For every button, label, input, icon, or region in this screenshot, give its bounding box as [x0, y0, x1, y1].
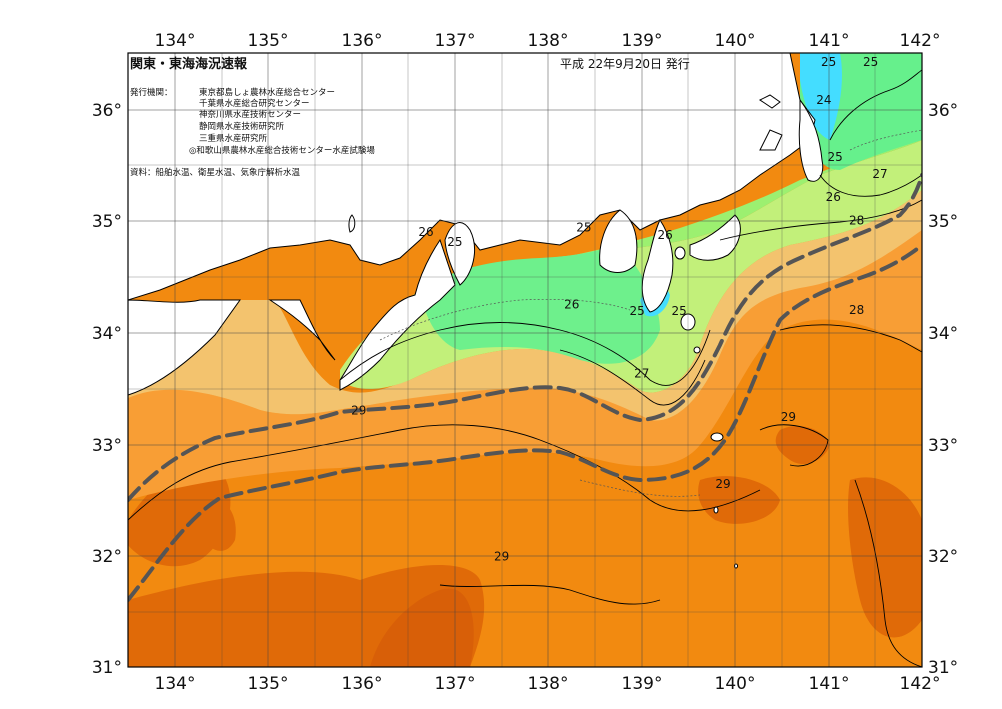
- lon-tick: 141°: [809, 31, 850, 51]
- lat-ticks-left: 31° 32° 33° 34° 35° 36°: [92, 101, 122, 678]
- data-source: 資料：船舶水温、衛星水温、気象庁解析水温: [130, 167, 301, 178]
- temperature-label: 26: [826, 190, 841, 204]
- isotherms-dotted: [379, 129, 922, 497]
- isotherms: [128, 69, 922, 667]
- temperature-label: 29: [351, 403, 366, 417]
- lat-tick: 33°: [92, 436, 122, 456]
- temperature-label: 25: [863, 55, 878, 69]
- lon-tick: 142°: [900, 31, 941, 51]
- ocean-24-zone: [800, 53, 842, 140]
- lon-tick: 134°: [155, 31, 196, 51]
- temperature-label: 25: [447, 235, 462, 249]
- graticule: [128, 53, 922, 667]
- lat-tick: 31°: [928, 658, 958, 678]
- temperature-label: 28: [849, 303, 864, 317]
- lat-tick: 32°: [92, 547, 122, 567]
- lon-tick: 136°: [342, 674, 383, 694]
- lat-tick: 35°: [928, 212, 958, 232]
- ocean-27-zone: [128, 190, 922, 421]
- temperature-label: 25: [629, 304, 644, 318]
- temperature-label: 29: [781, 410, 796, 424]
- lon-tick: 141°: [809, 674, 850, 694]
- temperature-label: 29: [494, 550, 509, 564]
- lat-tick: 33°: [928, 436, 958, 456]
- temperature-label: 29: [715, 477, 730, 491]
- lat-ticks-right: 31° 32° 33° 34° 35° 36°: [928, 101, 958, 678]
- temperature-label: 28: [849, 214, 864, 228]
- lon-ticks-top: 134° 135° 136° 137° 138° 139° 140° 141° …: [155, 31, 941, 51]
- map-frame: [127, 52, 923, 668]
- map-body: [128, 53, 922, 667]
- lon-tick: 137°: [435, 674, 476, 694]
- temperature-label: 25: [671, 304, 686, 318]
- temperature-label: 27: [634, 367, 649, 381]
- issuer-line: 千葉県水産総合研究センター: [199, 98, 310, 109]
- graticule-minor: [128, 53, 922, 667]
- temperature-label: 26: [564, 297, 579, 311]
- issuer-line: 東京都島しょ農林水産総合センター: [199, 87, 335, 98]
- lon-ticks-bottom: 134° 135° 136° 137° 138° 139° 140° 141° …: [155, 674, 941, 694]
- issuer-line: ◎和歌山県農林水産総合技術センター水産試験場: [189, 145, 375, 156]
- lat-tick: 34°: [928, 324, 958, 344]
- temperature-label: 25: [576, 220, 591, 234]
- issuer-line: 三重県水産研究所: [199, 133, 268, 144]
- lon-tick: 138°: [528, 674, 569, 694]
- issuer-label: 発行機関：: [130, 87, 173, 98]
- ocean-25-zone: [420, 245, 660, 364]
- temperature-labels: 25 25 24 25 27 26 28 28 26 25 25 26 26 25 25 27 29 29 29 29: [351, 55, 888, 564]
- lon-tick: 138°: [528, 31, 569, 51]
- lon-tick: 139°: [622, 31, 663, 51]
- lat-tick: 31°: [92, 658, 122, 678]
- lon-tick: 135°: [248, 674, 289, 694]
- issuer-line: 静岡県水産技術研究所: [199, 121, 285, 132]
- lon-tick: 137°: [435, 31, 476, 51]
- lat-tick: 35°: [92, 212, 122, 232]
- temperature-label: 24: [816, 93, 831, 107]
- temperature-label: 25: [821, 55, 836, 69]
- temperature-label: 25: [827, 150, 842, 164]
- lon-tick: 134°: [155, 674, 196, 694]
- lon-tick: 140°: [715, 31, 756, 51]
- lat-tick: 36°: [92, 101, 122, 121]
- map-title: 関東・東海海況速報: [130, 56, 248, 72]
- temperature-label: 26: [657, 228, 672, 242]
- header: 関東・東海海況速報 平成 22年9月20日 発行 発行機関： 東京都島しょ農林水…: [130, 56, 690, 178]
- temperature-label: 27: [872, 167, 887, 181]
- lon-tick: 142°: [900, 674, 941, 694]
- lon-tick: 140°: [715, 674, 756, 694]
- issuer-line: 神奈川県水産技術センター: [199, 109, 301, 120]
- lon-tick: 139°: [622, 674, 663, 694]
- lat-tick: 32°: [928, 547, 958, 567]
- lon-tick: 135°: [248, 31, 289, 51]
- lon-tick: 136°: [342, 31, 383, 51]
- kuroshio-axis: [128, 173, 922, 602]
- lat-tick: 34°: [92, 324, 122, 344]
- ocean-28-zone: [128, 220, 922, 500]
- lat-tick: 36°: [928, 101, 958, 121]
- temperature-label: 26: [418, 225, 433, 239]
- land: [128, 53, 824, 396]
- issue-date: 平成 22年9月20日 発行: [560, 57, 690, 71]
